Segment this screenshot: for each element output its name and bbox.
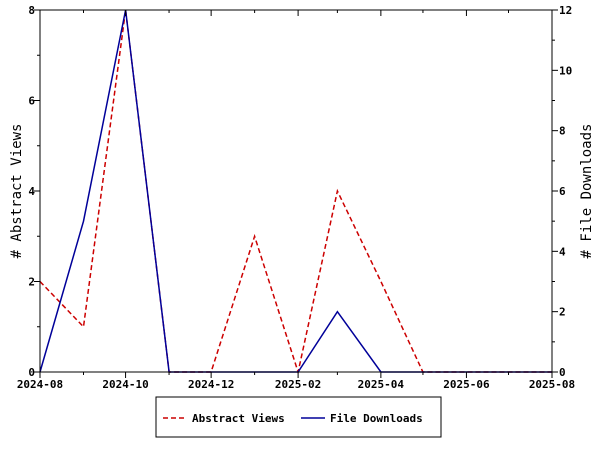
y-right-tick-label: 8 xyxy=(559,125,566,138)
legend-label: Abstract Views xyxy=(192,412,285,425)
y-left-tick-label: 2 xyxy=(28,276,35,289)
y-right-axis-title: # File Downloads xyxy=(579,124,595,259)
x-tick-label: 2025-06 xyxy=(443,378,490,391)
x-tick-label: 2024-08 xyxy=(17,378,63,391)
x-tick-label: 2024-10 xyxy=(102,378,148,391)
x-tick-label: 2025-04 xyxy=(358,378,405,391)
y-right-tick-label: 2 xyxy=(559,306,566,319)
y-left-tick-label: 8 xyxy=(28,4,35,17)
y-left-tick-label: 6 xyxy=(28,95,35,108)
x-tick-label: 2024-12 xyxy=(188,378,234,391)
y-left-tick-label: 4 xyxy=(28,185,35,198)
x-tick-label: 2025-02 xyxy=(275,378,321,391)
legend-box xyxy=(155,396,442,438)
y-left-axis-title: # Abstract Views xyxy=(9,124,25,259)
y-right-tick-label: 4 xyxy=(559,245,566,258)
y-right-tick-label: 6 xyxy=(559,185,566,198)
x-tick-label: 2025-08 xyxy=(529,378,575,391)
y-right-tick-label: 12 xyxy=(559,4,572,17)
y-right-tick-label: 0 xyxy=(559,366,566,379)
y-left-tick-label: 0 xyxy=(28,366,35,379)
y-right-tick-label: 10 xyxy=(559,64,572,77)
legend-label: File Downloads xyxy=(330,412,423,425)
